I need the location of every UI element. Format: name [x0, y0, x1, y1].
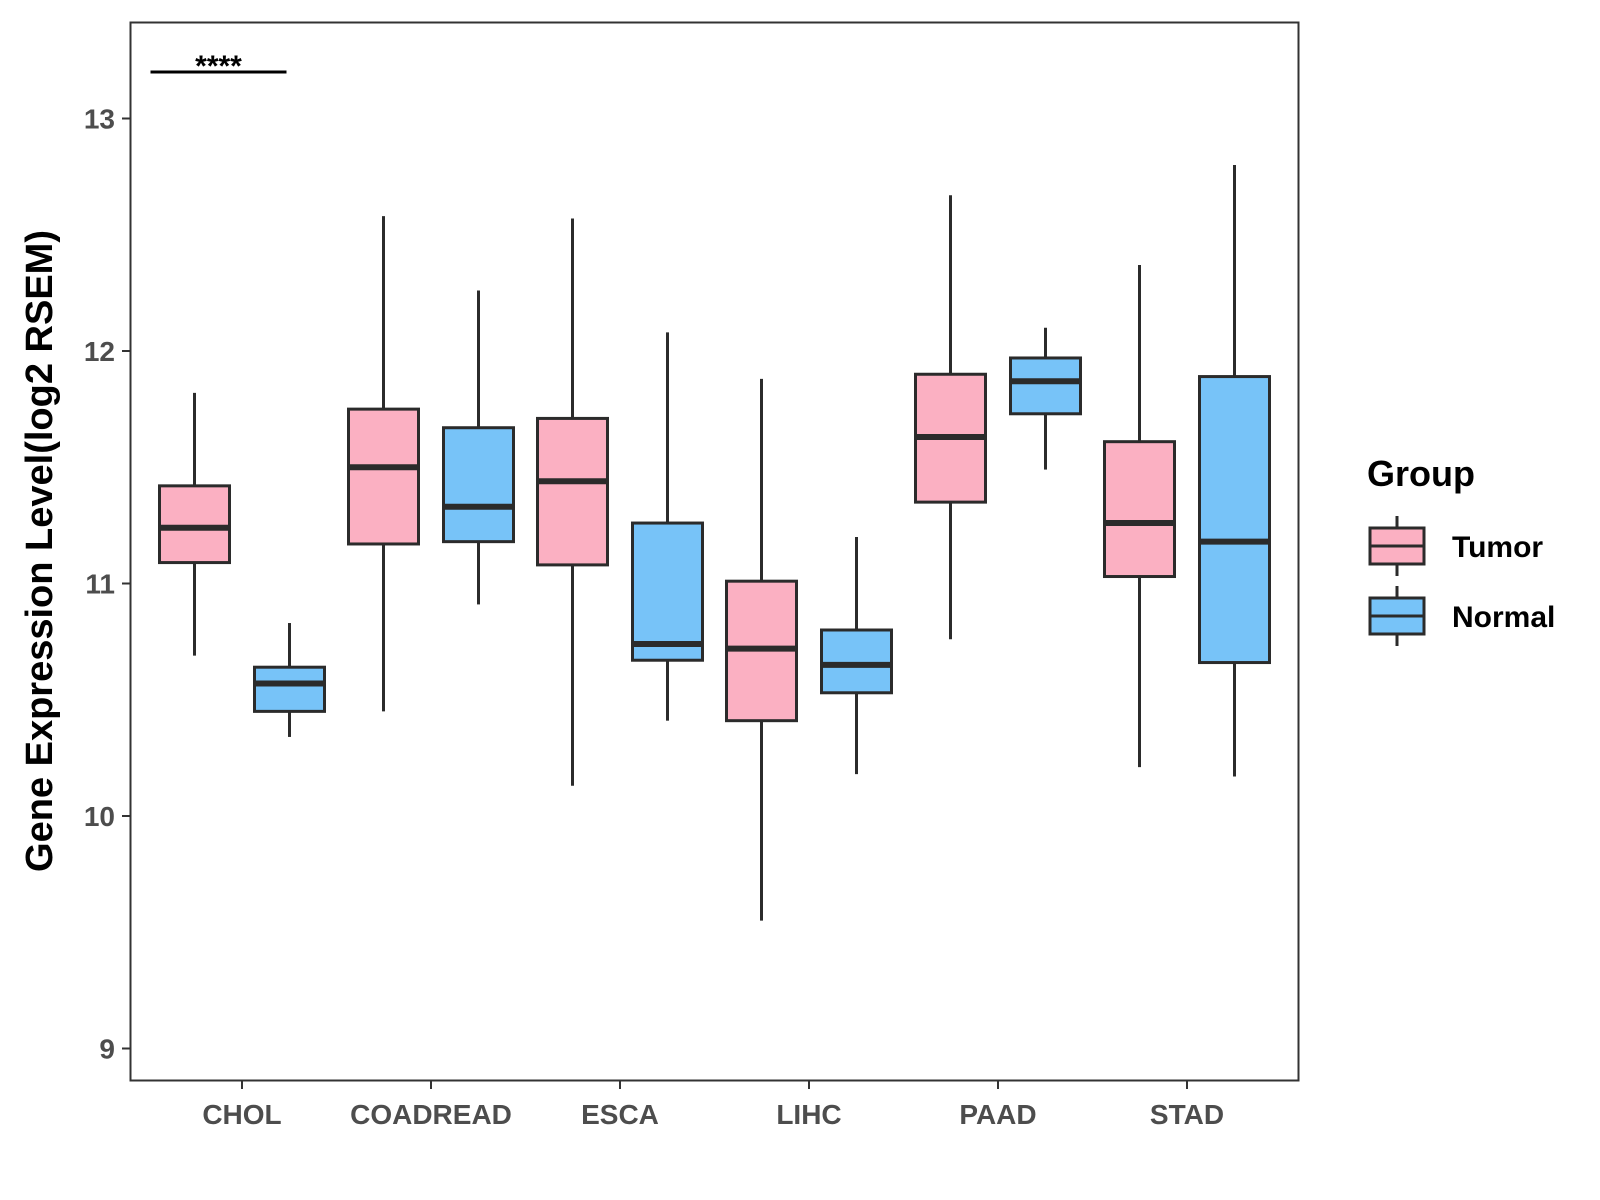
- x-axis: CHOL COADREAD ESCA LIHC PAAD STAD: [202, 1080, 1224, 1130]
- box-body: [1009, 356, 1082, 416]
- box-normal-paad: [1009, 327, 1082, 470]
- x-tick-label: LIHC: [776, 1099, 841, 1130]
- box-tumor-lihc: [725, 378, 798, 921]
- box-body: [347, 407, 420, 546]
- box-body: [442, 426, 515, 544]
- x-tick-label: STAD: [1150, 1099, 1224, 1130]
- y-tick-label: 11: [85, 569, 115, 600]
- box-normal-lihc: [820, 537, 893, 775]
- box-tumor-chol: [158, 392, 231, 656]
- y-tick-label: 10: [84, 801, 115, 832]
- box-series: [158, 165, 1271, 921]
- box-normal-chol: [253, 623, 326, 737]
- legend-item-normal: Normal: [1368, 586, 1555, 646]
- legend: Group Tumor Normal: [1367, 453, 1555, 646]
- panel-border: [129, 21, 1300, 1082]
- box-body: [253, 665, 326, 713]
- x-tick-label: ESCA: [581, 1099, 659, 1130]
- legend-item-tumor: Tumor: [1368, 516, 1543, 576]
- legend-title: Group: [1367, 453, 1475, 494]
- box-normal-stad: [1198, 165, 1271, 777]
- box-body: [158, 484, 231, 565]
- y-axis-title: Gene Expression Level(log2 RSEM): [19, 230, 61, 872]
- significance-annotations: ****: [150, 50, 287, 83]
- y-tick-label: 12: [84, 336, 115, 367]
- box-body: [631, 521, 704, 662]
- box-tumor-coadread: [347, 216, 420, 712]
- y-tick-label: 9: [99, 1034, 115, 1065]
- y-tick-label: 13: [84, 104, 115, 135]
- box-body: [536, 416, 609, 567]
- x-tick-label: COADREAD: [350, 1099, 512, 1130]
- legend-label: Normal: [1452, 601, 1555, 634]
- box-tumor-stad: [1103, 264, 1176, 768]
- box-normal-esca: [631, 332, 704, 721]
- box-normal-coadread: [442, 290, 515, 605]
- box-body: [1198, 375, 1271, 665]
- box-tumor-paad: [914, 195, 987, 640]
- significance-label: ****: [195, 50, 242, 83]
- x-tick-label: CHOL: [202, 1099, 281, 1130]
- legend-label: Tumor: [1452, 531, 1543, 564]
- box-body: [820, 628, 893, 695]
- x-tick-label: PAAD: [959, 1099, 1036, 1130]
- box-body: [1103, 440, 1176, 579]
- box-tumor-esca: [536, 218, 609, 786]
- y-axis: 9 10 11 12 13: [84, 104, 131, 1065]
